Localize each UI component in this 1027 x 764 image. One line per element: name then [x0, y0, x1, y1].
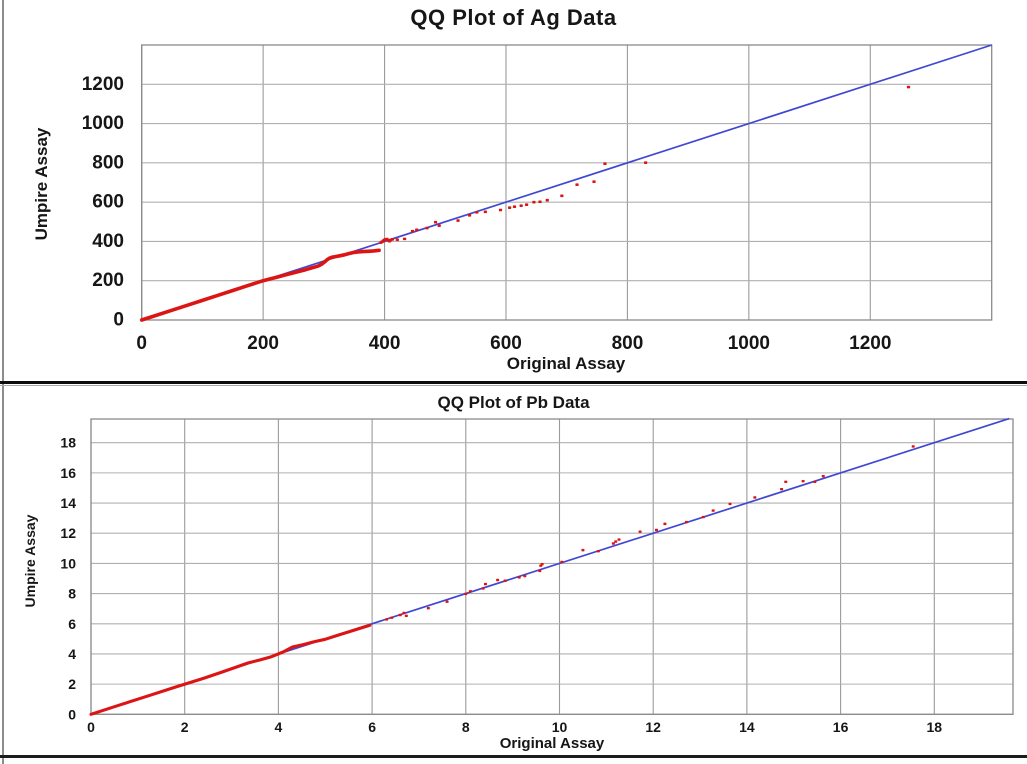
svg-text:18: 18 — [927, 719, 943, 735]
pb-chart-panel: 0 2 4 6 8 10 12 14 16 18 0 2 4 6 8 10 12 14 16 18 QQ Plot o… — [0, 386, 1027, 755]
ag-chart-panel: 0 200 400 600 800 1000 1200 0 200 400 600 800 1000 12… — [32, 5, 993, 373]
svg-text:800: 800 — [612, 333, 644, 354]
svg-text:16: 16 — [60, 465, 76, 481]
svg-text:400: 400 — [369, 333, 401, 354]
svg-text:8: 8 — [68, 586, 76, 602]
svg-text:600: 600 — [490, 333, 522, 354]
svg-text:4: 4 — [274, 719, 282, 735]
ag-plot-area: 0 200 400 600 800 1000 1200 0 200 400 600 800 1000 12… — [82, 44, 993, 354]
pb-y-axis-label: Umpire Assay — [22, 514, 38, 608]
pb-plot-area: 0 2 4 6 8 10 12 14 16 18 0 2 4 6 8 10 12 14 16 18 — [60, 417, 1014, 735]
svg-text:6: 6 — [368, 719, 376, 735]
ag-chart-title: QQ Plot of Ag Data — [410, 5, 617, 30]
svg-text:4: 4 — [68, 646, 76, 662]
svg-text:0: 0 — [68, 706, 76, 722]
svg-text:8: 8 — [462, 719, 470, 735]
ag-x-axis-label: Original Assay — [506, 354, 626, 373]
panel-separator-line — [0, 381, 1027, 384]
svg-text:0: 0 — [87, 719, 95, 735]
page-bottom-border — [0, 755, 1027, 758]
svg-text:18: 18 — [60, 435, 76, 451]
svg-text:200: 200 — [92, 270, 124, 291]
svg-text:1200: 1200 — [82, 74, 124, 95]
svg-text:2: 2 — [181, 719, 189, 735]
svg-text:200: 200 — [247, 333, 279, 354]
panel-separator-shade — [0, 384, 1027, 386]
svg-text:1000: 1000 — [82, 113, 124, 134]
svg-text:2: 2 — [68, 676, 76, 692]
svg-text:1000: 1000 — [728, 333, 770, 354]
svg-text:800: 800 — [92, 152, 124, 173]
svg-text:14: 14 — [60, 495, 76, 511]
svg-text:16: 16 — [833, 719, 849, 735]
ag-y-axis-label: Umpire Assay — [32, 127, 51, 241]
svg-text:14: 14 — [739, 719, 755, 735]
svg-text:10: 10 — [60, 555, 76, 571]
svg-text:6: 6 — [68, 616, 76, 632]
svg-text:400: 400 — [92, 231, 124, 252]
svg-text:0: 0 — [113, 310, 124, 331]
pb-x-axis-label: Original Assay — [499, 735, 605, 752]
svg-text:10: 10 — [552, 719, 568, 735]
svg-text:1200: 1200 — [849, 333, 891, 354]
svg-text:12: 12 — [60, 525, 76, 541]
pb-chart-title: QQ Plot of Pb Data — [437, 393, 590, 412]
svg-text:12: 12 — [645, 719, 661, 735]
svg-text:600: 600 — [92, 192, 124, 213]
svg-text:0: 0 — [136, 333, 147, 354]
